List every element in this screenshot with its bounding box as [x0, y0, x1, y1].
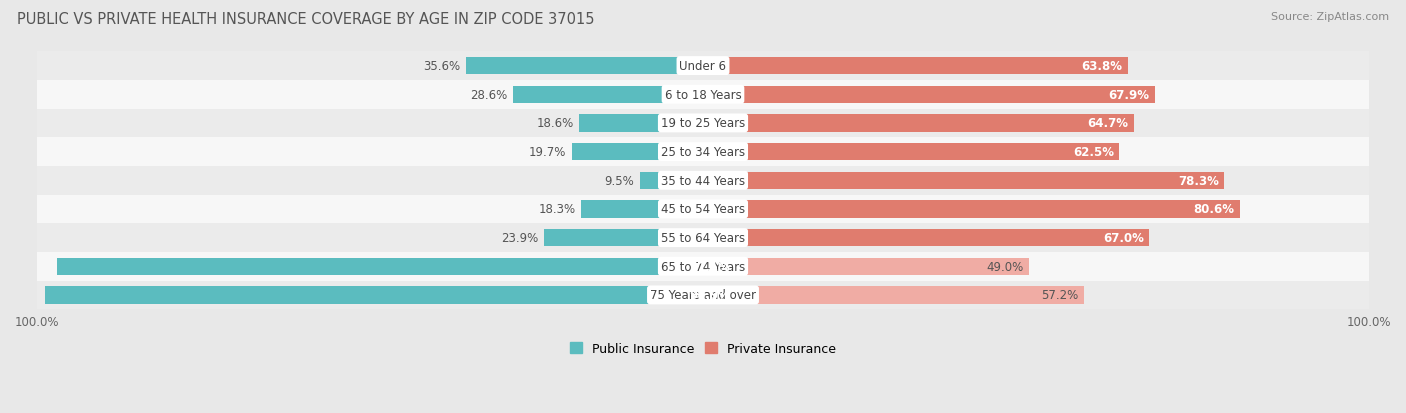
Text: 45 to 54 Years: 45 to 54 Years	[661, 203, 745, 216]
Bar	[703, 115, 1133, 132]
Text: 65 to 74 Years: 65 to 74 Years	[661, 260, 745, 273]
Bar	[56, 258, 703, 275]
Bar	[513, 86, 703, 104]
Text: Under 6: Under 6	[679, 60, 727, 73]
Bar	[544, 230, 703, 247]
Text: 9.5%: 9.5%	[605, 174, 634, 188]
Bar	[37, 224, 1369, 252]
Text: 80.6%: 80.6%	[1194, 203, 1234, 216]
Bar	[703, 258, 1029, 275]
Text: 67.0%: 67.0%	[1102, 232, 1143, 244]
Text: 63.8%: 63.8%	[1081, 60, 1122, 73]
Text: 18.3%: 18.3%	[538, 203, 576, 216]
Bar	[640, 172, 703, 190]
Bar	[581, 201, 703, 218]
Bar	[37, 166, 1369, 195]
Text: 62.5%: 62.5%	[1073, 146, 1114, 159]
Bar	[703, 230, 1149, 247]
Bar	[703, 201, 1240, 218]
Text: 35 to 44 Years: 35 to 44 Years	[661, 174, 745, 188]
Text: 55 to 64 Years: 55 to 64 Years	[661, 232, 745, 244]
Text: 19 to 25 Years: 19 to 25 Years	[661, 117, 745, 130]
Bar	[37, 252, 1369, 281]
Bar	[37, 109, 1369, 138]
Bar	[703, 287, 1084, 304]
Text: 57.2%: 57.2%	[1042, 289, 1078, 302]
Bar	[465, 58, 703, 75]
Text: PUBLIC VS PRIVATE HEALTH INSURANCE COVERAGE BY AGE IN ZIP CODE 37015: PUBLIC VS PRIVATE HEALTH INSURANCE COVER…	[17, 12, 595, 27]
Text: 67.9%: 67.9%	[1109, 88, 1150, 102]
Text: Source: ZipAtlas.com: Source: ZipAtlas.com	[1271, 12, 1389, 22]
Text: 98.9%: 98.9%	[690, 289, 731, 302]
Bar	[703, 58, 1128, 75]
Text: 49.0%: 49.0%	[987, 260, 1024, 273]
Text: 64.7%: 64.7%	[1087, 117, 1129, 130]
Text: 75 Years and over: 75 Years and over	[650, 289, 756, 302]
Bar	[37, 81, 1369, 109]
Text: 28.6%: 28.6%	[470, 88, 508, 102]
Bar	[703, 172, 1225, 190]
Text: 25 to 34 Years: 25 to 34 Years	[661, 146, 745, 159]
Bar	[703, 144, 1119, 161]
Bar	[45, 287, 703, 304]
Bar	[37, 138, 1369, 166]
Text: 6 to 18 Years: 6 to 18 Years	[665, 88, 741, 102]
Text: 97.1%: 97.1%	[690, 260, 731, 273]
Text: 78.3%: 78.3%	[1178, 174, 1219, 188]
Bar	[703, 86, 1156, 104]
Text: 35.6%: 35.6%	[423, 60, 461, 73]
Bar	[37, 281, 1369, 309]
Legend: Public Insurance, Private Insurance: Public Insurance, Private Insurance	[565, 337, 841, 360]
Bar	[579, 115, 703, 132]
Text: 23.9%: 23.9%	[502, 232, 538, 244]
Bar	[37, 52, 1369, 81]
Bar	[37, 195, 1369, 224]
Text: 19.7%: 19.7%	[529, 146, 567, 159]
Bar	[572, 144, 703, 161]
Text: 18.6%: 18.6%	[537, 117, 574, 130]
